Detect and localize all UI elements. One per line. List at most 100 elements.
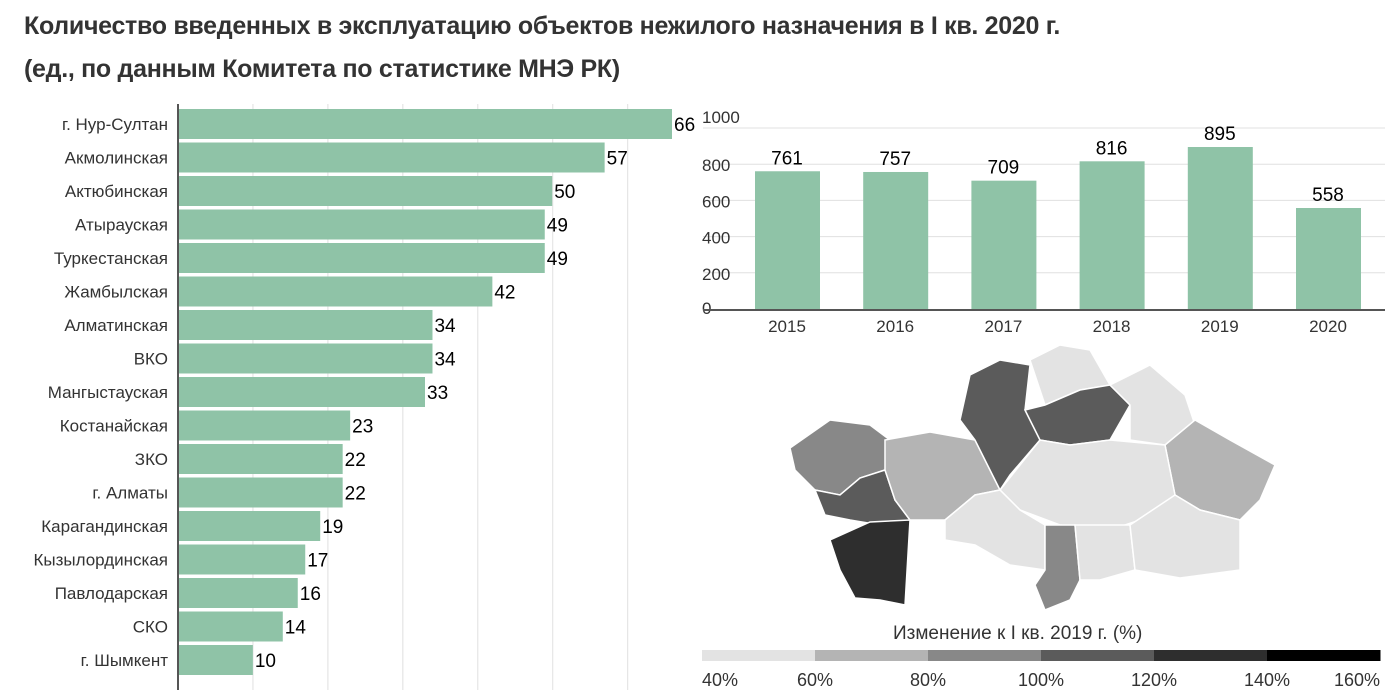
map-region-kostanay xyxy=(959,359,1041,492)
regions-bar-chart: г. Нур-Султан 66 Акмолинская 57 Актюбинская 5… xyxy=(33,104,695,690)
value-label: 66 xyxy=(674,115,695,136)
value-label: 34 xyxy=(434,350,456,371)
bar xyxy=(178,243,545,273)
legend-tick-label: 60% xyxy=(797,670,833,690)
map-region-turkestan xyxy=(1034,524,1081,611)
category-label: ВКО xyxy=(134,350,168,369)
bar xyxy=(971,180,1037,309)
map-region-akmola xyxy=(1023,384,1131,446)
category-label: г. Нур-Султан xyxy=(62,115,168,134)
legend-tick-label: 140% xyxy=(1244,670,1290,690)
y-tick-label: 600 xyxy=(702,192,730,211)
legend-swatch xyxy=(1041,650,1155,661)
value-label: 757 xyxy=(879,149,911,170)
map-region-atyrau xyxy=(813,469,912,526)
value-label: 709 xyxy=(988,158,1020,179)
category-label: Туркестанская xyxy=(54,249,168,268)
legend-swatch xyxy=(928,650,1042,661)
map-legend-title: Изменение к I кв. 2019 г. (%) xyxy=(893,623,1143,644)
bar xyxy=(178,343,433,374)
value-label: 22 xyxy=(345,450,366,471)
value-label: 49 xyxy=(547,216,568,237)
bar xyxy=(178,310,433,340)
legend-tick-label: 80% xyxy=(910,670,946,690)
bar xyxy=(1079,161,1145,309)
category-label: Актюбинская xyxy=(65,182,168,201)
bar xyxy=(178,276,493,307)
category-label: Павлодарская xyxy=(55,584,168,603)
legend-swatch xyxy=(815,650,929,661)
bar xyxy=(1187,147,1253,309)
map-region-zko xyxy=(789,419,891,496)
map-region-karaganda xyxy=(998,439,1176,531)
value-label: 816 xyxy=(1096,138,1128,159)
bar xyxy=(178,109,672,139)
yearly-bar-chart: 0 200 400 600 800 1000 761 2015 757 2016 709 2017 81… xyxy=(702,108,1385,336)
bar xyxy=(1296,208,1361,309)
map-region-kyzylorda xyxy=(944,489,1046,571)
y-tick-label: 200 xyxy=(702,265,730,284)
bar xyxy=(178,645,253,675)
bar xyxy=(178,511,321,541)
chart-title-line1: Количество введенных в эксплуатацию объе… xyxy=(24,12,1060,40)
x-tick-label: 2016 xyxy=(876,317,914,336)
value-label: 17 xyxy=(307,551,328,572)
y-tick-label: 800 xyxy=(702,156,730,175)
value-label: 10 xyxy=(255,651,276,672)
value-label: 761 xyxy=(771,148,803,169)
category-label: ЗКО xyxy=(135,450,168,469)
bar xyxy=(178,611,283,642)
x-tick-label: 2019 xyxy=(1201,317,1239,336)
bar xyxy=(178,176,553,206)
value-label: 50 xyxy=(554,182,575,203)
category-label: Атырауская xyxy=(75,216,168,235)
category-label: Жамбылская xyxy=(64,283,168,302)
value-label: 558 xyxy=(1312,185,1344,206)
bar xyxy=(863,171,929,309)
value-label: 49 xyxy=(547,249,568,270)
category-label: г. Алматы xyxy=(92,484,168,503)
bar xyxy=(178,142,605,173)
bar xyxy=(178,444,343,474)
y-tick-label: 400 xyxy=(702,229,730,248)
bar xyxy=(178,209,545,240)
map-region-pavlodar xyxy=(1108,364,1196,446)
bar xyxy=(178,377,425,407)
category-label: Кызылординская xyxy=(33,551,168,570)
legend-tick-label: 100% xyxy=(1018,670,1064,690)
map-region-mangystau xyxy=(829,519,911,606)
x-tick-label: 2020 xyxy=(1309,317,1347,336)
legend-tick-label: 120% xyxy=(1131,670,1177,690)
value-label: 895 xyxy=(1204,124,1236,145)
legend-tick-label: 40% xyxy=(702,670,738,690)
value-label: 23 xyxy=(352,417,373,438)
chart-title-line2: (ед., по данным Комитета по статистике М… xyxy=(24,55,620,83)
category-label: Костанайская xyxy=(60,417,168,436)
bar xyxy=(178,410,351,441)
category-label: Мангыстауская xyxy=(48,383,168,402)
legend-swatch xyxy=(702,650,816,661)
category-label: г. Шымкент xyxy=(81,651,169,670)
x-tick-label: 2018 xyxy=(1093,317,1131,336)
bar xyxy=(755,171,820,309)
value-label: 14 xyxy=(285,618,307,639)
category-label: СКО xyxy=(133,618,168,637)
bar xyxy=(178,544,306,575)
x-tick-label: 2017 xyxy=(984,317,1022,336)
legend-tick-label: 160% xyxy=(1334,670,1380,690)
y-tick-label: 1000 xyxy=(702,108,740,127)
map-region-vko xyxy=(1164,419,1276,521)
category-label: Карагандинская xyxy=(41,517,168,536)
value-label: 57 xyxy=(607,149,628,170)
value-label: 22 xyxy=(345,484,366,505)
y-tick-label: 0 xyxy=(702,299,711,318)
bar xyxy=(178,477,343,508)
map-region-aktobe xyxy=(884,431,1002,521)
legend-swatch xyxy=(1267,650,1381,661)
value-label: 19 xyxy=(322,517,343,538)
value-label: 16 xyxy=(300,584,321,605)
value-label: 34 xyxy=(434,316,456,337)
value-label: 33 xyxy=(427,383,448,404)
category-label: Алматинская xyxy=(64,316,168,335)
map-region-sko xyxy=(1029,344,1112,407)
